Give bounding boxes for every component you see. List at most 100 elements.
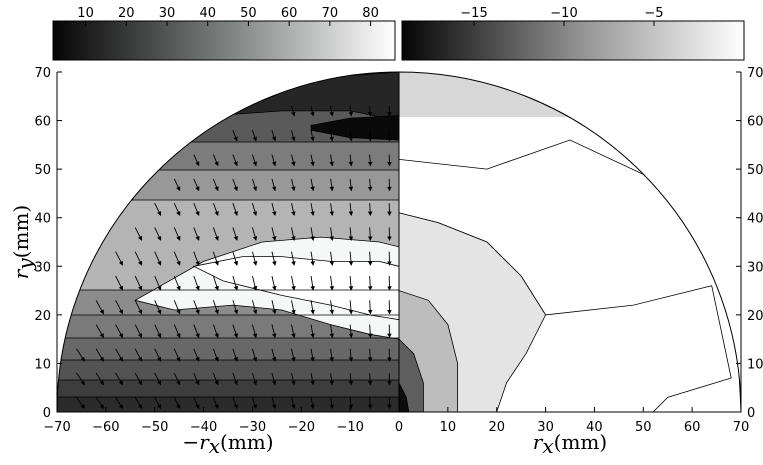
axes-group: −70 −60 −50 −40 −30 −20 −10 0 10 20 30 40 50 60 70 0 1…	[34, 66, 763, 435]
vector-arrow-45	[193, 324, 200, 339]
right-band-upper	[399, 72, 599, 117]
vector-arrow-140	[348, 373, 354, 386]
vector-arrow-117	[310, 300, 315, 315]
vector-arrow-164	[367, 105, 373, 117]
vector-arrow-146	[348, 227, 354, 241]
vector-arrow-54	[212, 372, 219, 386]
vector-arrow-76	[252, 397, 257, 410]
right-contour-levels	[399, 139, 741, 412]
y-ticks-left: 0 10 20 30 40 50 60 70	[34, 66, 62, 421]
vector-arrow-28	[154, 275, 162, 291]
left-band-1	[57, 397, 399, 412]
vector-arrow-84	[251, 203, 258, 217]
colorbar-left-ticks: 10 20 30 40 50 60 70 80	[77, 6, 379, 26]
vector-arrow-128	[329, 348, 335, 362]
vector-arrow-23	[154, 397, 162, 410]
vector-arrow-7	[95, 300, 104, 315]
x-right-tick-label: 20	[488, 420, 505, 435]
x-left-tick-label: −10	[336, 420, 363, 435]
vector-arrow-90	[271, 348, 277, 362]
vector-arrow-100	[291, 397, 296, 410]
vector-arrow-41	[173, 178, 181, 192]
vector-arrow-0	[76, 397, 85, 410]
vector-arrow-29	[154, 251, 162, 266]
vector-arrow-25	[154, 348, 162, 362]
vector-arrow-125	[310, 105, 315, 117]
y-left-tick-label: 40	[34, 212, 51, 227]
vector-arrow-124	[310, 130, 315, 142]
vector-arrow-50	[193, 202, 200, 216]
vector-arrow-141	[348, 348, 354, 362]
x-axis-label-right: rx(mm)	[533, 430, 607, 458]
vector-arrow-49	[193, 227, 200, 241]
vector-arrow-32	[173, 397, 181, 410]
vector-arrow-73	[232, 178, 238, 192]
vector-arrow-108	[291, 203, 296, 217]
vector-arrow-75	[232, 130, 238, 142]
vector-arrow-91	[271, 324, 277, 339]
vector-arrow-38	[173, 251, 181, 266]
vector-arrow-107	[291, 227, 296, 241]
vector-arrow-10	[115, 348, 123, 362]
vector-arrow-152	[367, 397, 373, 410]
y-right-tick-label: 20	[747, 309, 763, 324]
vector-arrow-8	[115, 397, 124, 410]
vector-arrow-44	[193, 348, 200, 362]
vector-arrow-42	[193, 397, 200, 410]
vector-arrow-59	[212, 251, 219, 266]
vector-arrow-115	[310, 348, 315, 362]
y-right-tick-label: 40	[747, 212, 763, 227]
vector-arrow-103	[291, 324, 296, 339]
vector-arrow-5	[95, 348, 104, 362]
vector-arrow-31	[154, 202, 162, 216]
vector-arrow-160	[367, 203, 373, 217]
vector-arrow-2	[76, 348, 85, 362]
y-left-tick-label: 70	[34, 66, 51, 81]
vector-arrow-122	[310, 178, 315, 192]
vector-arrow-161	[367, 178, 373, 192]
vector-arrow-106	[291, 251, 296, 266]
colorbar-right-tick-label: −15	[460, 6, 487, 21]
x-left-tick-label: −50	[141, 420, 168, 435]
vector-arrow-82	[251, 251, 258, 266]
right-panel-outline	[398, 71, 742, 413]
vector-arrow-19	[134, 300, 143, 315]
vector-arrow-121	[310, 203, 315, 217]
vector-arrow-155	[367, 324, 373, 339]
vector-arrow-104	[291, 300, 296, 315]
left-panel	[56, 71, 400, 413]
vector-arrow-52	[193, 154, 200, 167]
vector-arrow-77	[251, 373, 258, 386]
vector-arrow-86	[252, 154, 257, 167]
colorbar-right: −15 −10 −5	[401, 6, 745, 61]
vector-arrow-13	[115, 275, 124, 291]
vector-arrow-137	[329, 130, 334, 142]
vector-arrow-142	[348, 324, 354, 339]
vector-arrow-43	[193, 372, 200, 386]
vector-arrow-83	[251, 227, 258, 241]
x-ticks-right: 0 10 20 30 40 50 60 70	[395, 407, 749, 435]
vector-arrow-9	[115, 372, 123, 386]
x-left-tick-label: −40	[190, 420, 217, 435]
left-band-5	[57, 315, 399, 338]
y-left-tick-label: 60	[34, 115, 51, 130]
vector-arrow-67	[232, 324, 238, 339]
y-right-tick-label: 0	[747, 406, 755, 421]
vector-arrow-33	[173, 372, 181, 386]
vector-arrow-65	[232, 372, 238, 386]
vector-arrow-72	[232, 202, 238, 217]
vector-arrow-58	[212, 275, 219, 291]
vector-arrow-87	[252, 130, 257, 142]
y-ticks-right: 0 10 20 30 40 50 60 70	[736, 66, 763, 421]
left-band-3	[57, 360, 399, 380]
vector-arrow-57	[212, 300, 219, 315]
colorbar-right-tick-label: −5	[644, 6, 663, 21]
colorbar-left-tick-label: 80	[362, 6, 379, 21]
vector-arrow-24	[154, 372, 162, 386]
vector-arrow-109	[291, 178, 296, 192]
vector-arrow-53	[212, 397, 219, 410]
vector-arrow-12	[115, 300, 123, 315]
vector-arrow-156	[367, 300, 373, 315]
vector-arrow-30	[154, 227, 162, 241]
colorbar-left: 10 20 30 40 50 60 70 80	[52, 6, 396, 61]
